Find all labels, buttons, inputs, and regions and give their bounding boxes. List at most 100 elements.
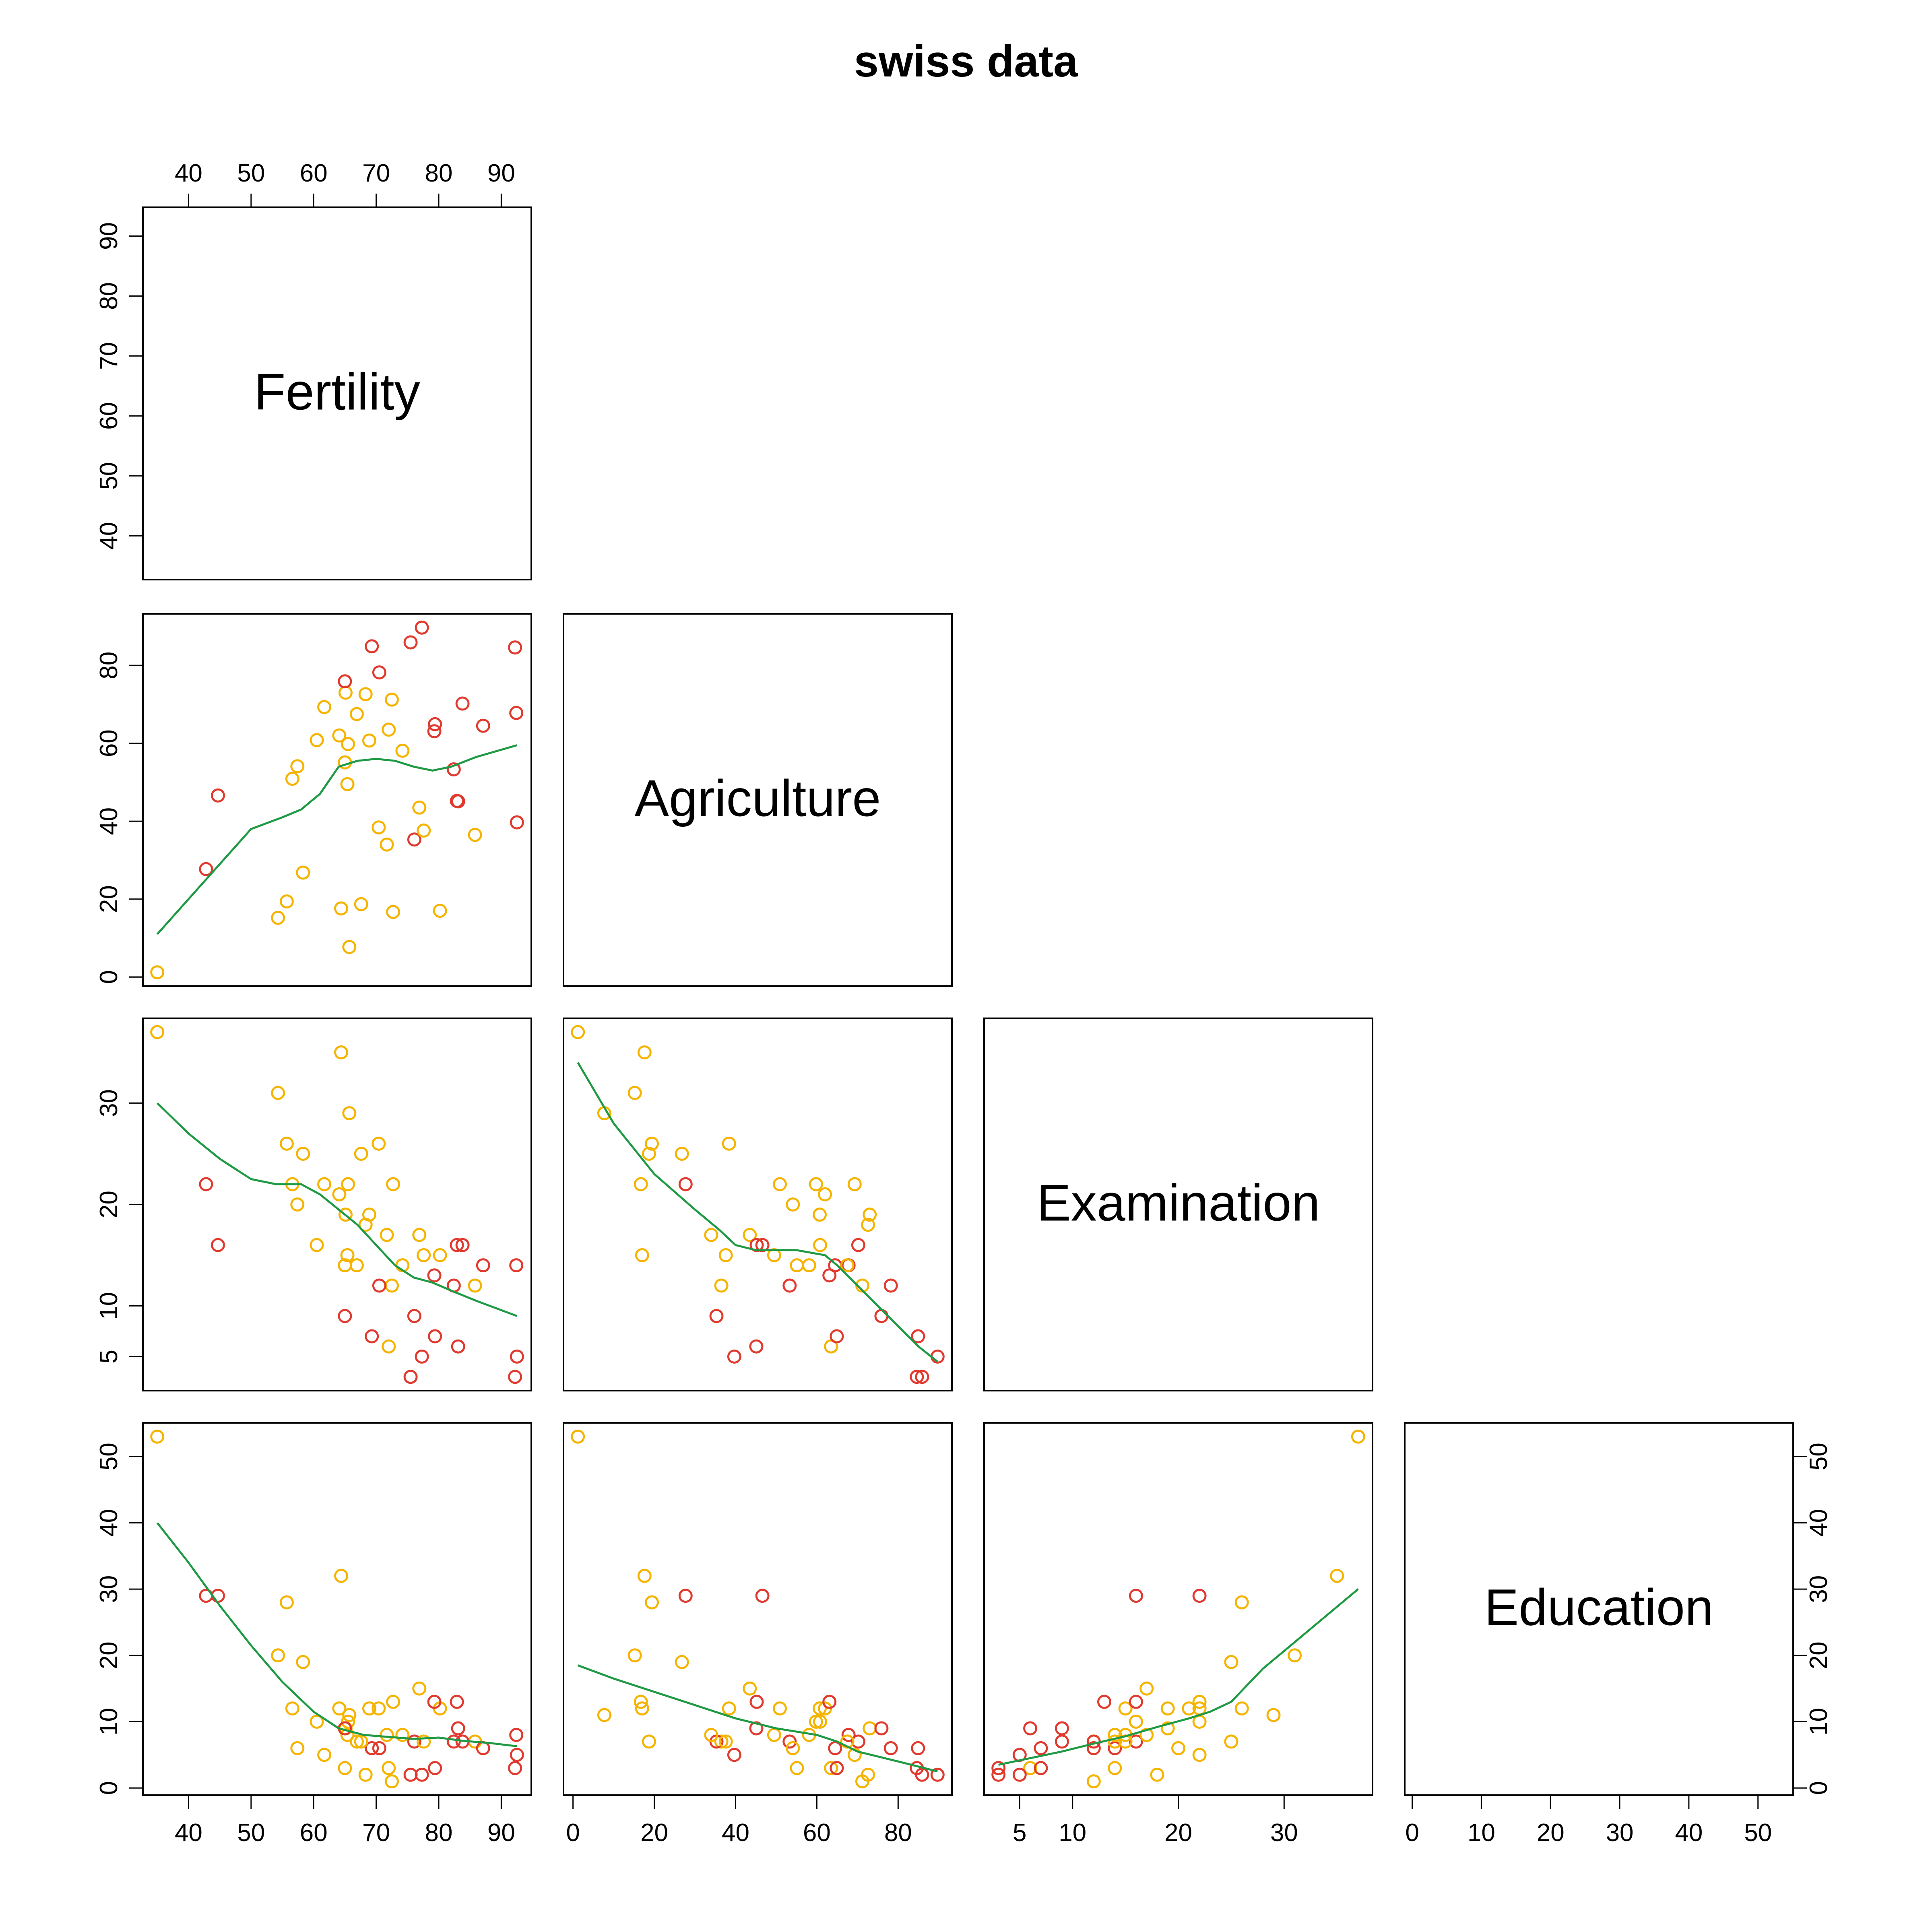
- data-point: [317, 700, 332, 714]
- chart-title: swiss data: [854, 37, 1078, 86]
- data-point: [349, 707, 364, 721]
- data-point: [310, 1715, 324, 1729]
- y-tick-label: 30: [1805, 1575, 1833, 1603]
- data-point: [341, 1177, 355, 1191]
- panel-frame: [142, 1018, 532, 1391]
- data-point: [372, 1741, 386, 1755]
- data-point: [386, 905, 400, 919]
- y-tick-label: 80: [95, 282, 123, 310]
- x-tick-label: 20: [1537, 1819, 1565, 1847]
- data-point: [1086, 1741, 1101, 1755]
- data-point: [415, 1349, 429, 1364]
- data-point: [362, 733, 376, 748]
- data-point: [341, 737, 355, 751]
- data-point: [790, 1761, 804, 1775]
- data-point: [809, 1177, 823, 1191]
- data-point: [874, 1309, 889, 1323]
- lowess-smoother-line: [577, 1664, 938, 1773]
- data-point: [749, 1339, 764, 1354]
- data-point: [341, 1715, 355, 1729]
- data-point: [380, 1228, 394, 1242]
- data-point: [451, 1339, 465, 1354]
- data-point: [1192, 1589, 1207, 1603]
- data-point: [433, 904, 447, 918]
- data-point: [407, 1734, 421, 1749]
- data-point: [395, 743, 410, 758]
- data-point: [317, 1177, 332, 1191]
- data-point: [851, 1238, 865, 1252]
- data-point: [1192, 1748, 1207, 1762]
- data-point: [861, 1218, 875, 1232]
- data-point: [428, 1761, 442, 1775]
- data-point: [1108, 1761, 1122, 1775]
- data-point: [1129, 1715, 1143, 1729]
- data-point: [279, 1136, 294, 1151]
- data-point: [380, 837, 394, 852]
- y-tick-label: 50: [95, 462, 123, 490]
- data-point: [830, 1329, 844, 1344]
- panel-frame: [142, 613, 532, 987]
- y-tick-label: 40: [1805, 1509, 1833, 1537]
- data-point: [773, 1177, 787, 1191]
- data-point: [338, 1258, 352, 1273]
- data-point: [1108, 1728, 1122, 1742]
- lowess-smoother-line: [577, 1062, 938, 1362]
- data-point: [822, 1268, 837, 1283]
- data-point: [428, 717, 442, 731]
- data-point: [722, 1136, 736, 1151]
- data-point: [334, 1045, 349, 1060]
- y-tick-label: 10: [1805, 1708, 1833, 1736]
- data-point: [883, 1278, 898, 1293]
- x-tick-label: 40: [1675, 1819, 1703, 1847]
- x-tick-label: 30: [1270, 1819, 1298, 1847]
- data-point: [362, 1701, 376, 1716]
- data-point: [317, 1748, 332, 1762]
- data-point: [476, 718, 490, 733]
- data-point: [372, 1136, 386, 1151]
- data-point: [340, 1728, 355, 1742]
- data-point: [718, 1248, 733, 1262]
- panel-frame: [563, 1422, 953, 1796]
- data-point: [1055, 1721, 1069, 1736]
- data-point: [338, 1309, 352, 1323]
- data-point: [824, 1761, 838, 1775]
- data-point: [417, 1248, 431, 1262]
- data-point: [822, 1695, 837, 1709]
- data-point: [271, 910, 285, 925]
- data-point: [296, 865, 310, 880]
- data-point: [427, 724, 442, 739]
- data-point: [1108, 1734, 1122, 1749]
- y-tick-label: 20: [95, 1641, 123, 1669]
- data-point: [1160, 1721, 1175, 1736]
- x-tick-label: 90: [487, 159, 515, 187]
- variable-label: Agriculture: [635, 770, 881, 828]
- data-point: [340, 777, 355, 791]
- data-point: [310, 733, 324, 747]
- data-point: [199, 862, 213, 876]
- data-point: [1288, 1648, 1302, 1663]
- x-tick-label: 20: [640, 1819, 668, 1847]
- data-point: [1118, 1701, 1133, 1716]
- data-point: [863, 1721, 877, 1736]
- lowess-smoother-line: [998, 1588, 1359, 1766]
- data-point: [1266, 1708, 1281, 1722]
- data-point: [1108, 1741, 1122, 1755]
- data-point: [417, 1734, 431, 1749]
- data-point: [450, 1695, 464, 1709]
- data-point: [910, 1370, 924, 1384]
- data-point: [813, 1238, 827, 1252]
- data-point: [386, 1695, 400, 1709]
- data-point: [450, 1238, 464, 1252]
- data-point: [150, 965, 165, 980]
- data-point: [809, 1715, 823, 1729]
- data-point: [1171, 1741, 1185, 1755]
- y-tick-label: 30: [95, 1089, 123, 1117]
- panel-examination-vs-fertility: [142, 1018, 532, 1391]
- data-point: [211, 788, 225, 803]
- lowess-smoother-line: [156, 744, 517, 935]
- data-point: [211, 1238, 225, 1252]
- panel-examination-vs-agriculture: [563, 1018, 953, 1391]
- data-point: [773, 1701, 787, 1716]
- x-tick-label: 50: [237, 159, 265, 187]
- data-point: [634, 1177, 648, 1191]
